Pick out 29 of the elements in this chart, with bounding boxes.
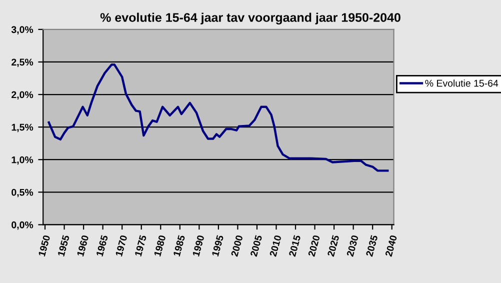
x-tick-label: 2040 (385, 234, 398, 257)
x-tick-label: 1980 (154, 234, 166, 257)
y-tick-label: 2,0% (12, 91, 34, 100)
x-tick-label: 1975 (134, 234, 147, 257)
x-tick-label: 2015 (288, 234, 301, 257)
x-tick-label: 2035 (366, 234, 378, 257)
chart-title: % evolutie 15-64 jaar tav voorgaand jaar 1950-2040 (100, 12, 400, 24)
x-tick-label: 2025 (327, 234, 340, 257)
x-tick-label: 2005 (250, 234, 262, 257)
y-tick-label: 1,5% (12, 124, 34, 132)
y-tick-label: 1,0% (12, 156, 34, 165)
legend-label: % Evolutie 15-64 (425, 80, 498, 87)
x-tick-label: 1990 (192, 234, 204, 257)
line-series (48, 63, 389, 172)
x-tick-label: 1965 (96, 234, 108, 257)
x-tick-label: 1970 (115, 234, 128, 257)
y-tick-label: 0,5% (12, 188, 34, 198)
x-tick-label: 2030 (346, 234, 359, 257)
x-tick-label: 2000 (230, 234, 243, 257)
x-tick-label: 1960 (76, 234, 89, 257)
x-tick-label: 1985 (173, 234, 186, 257)
y-tick-label: 0,0% (12, 221, 34, 230)
y-tick-label: 3,0% (11, 26, 34, 34)
x-tick-label: 1955 (58, 234, 70, 257)
x-tick-label: 2010 (269, 234, 282, 257)
y-tick-label: 2,5% (12, 58, 34, 68)
x-tick-label: 1995 (212, 234, 224, 257)
x-tick-label: 1950 (38, 234, 50, 257)
x-tick-label: 2020 (308, 234, 320, 257)
